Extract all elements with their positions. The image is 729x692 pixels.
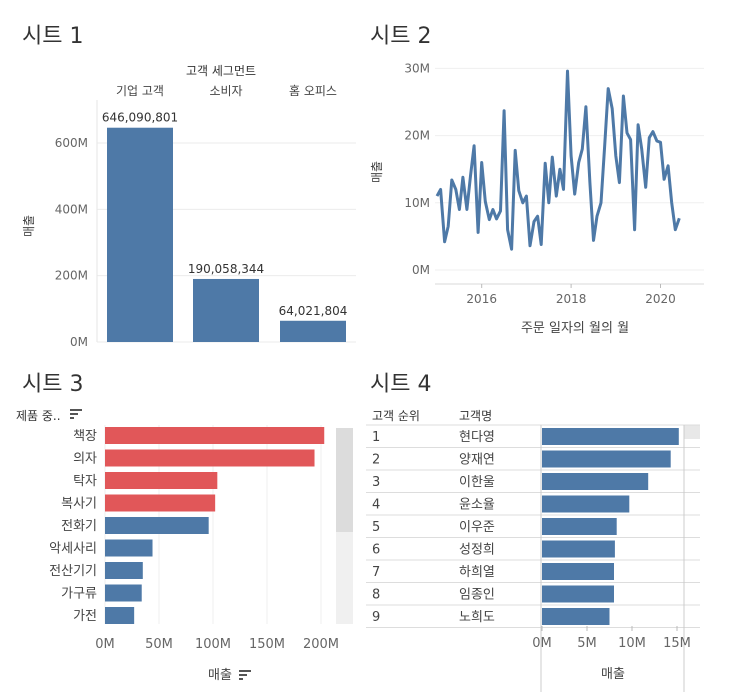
- x-tick-label: 2020: [645, 292, 676, 306]
- bar: [105, 562, 143, 579]
- scrollbar[interactable]: [336, 428, 353, 624]
- bar: [542, 518, 617, 535]
- name-cell: 이우준: [459, 520, 495, 535]
- rank-cell: 4: [372, 498, 380, 513]
- x-axis-label: 주문 일자의 월의 월: [521, 321, 629, 336]
- bar: [105, 472, 218, 489]
- bar: [105, 607, 135, 624]
- category-label: 책장: [73, 429, 97, 444]
- y-tick-label: 30M: [404, 61, 430, 75]
- category-label: 악세사리: [49, 542, 97, 557]
- rank-cell: 1: [372, 430, 380, 445]
- sheet-1-title: 시트 1: [22, 24, 84, 49]
- bar: [193, 278, 259, 342]
- sheet-2-title: 시트 2: [370, 24, 432, 49]
- bar: [105, 427, 325, 444]
- x-tick-label: 2016: [466, 292, 497, 306]
- name-cell: 현다영: [459, 430, 495, 445]
- y-axis-label: 매출: [22, 215, 36, 237]
- y-tick-label: 10M: [404, 196, 430, 210]
- sheet-3-title: 시트 3: [22, 372, 84, 397]
- category-label: 가구류: [61, 587, 97, 602]
- scrollbar-thumb[interactable]: [336, 428, 353, 532]
- x-tick-label: 50M: [145, 637, 173, 652]
- bar: [105, 517, 209, 534]
- rank-cell: 3: [372, 475, 380, 490]
- bar: [107, 127, 173, 342]
- bar: [542, 495, 630, 513]
- segment-header: 고객 세그먼트: [186, 64, 257, 78]
- category-label: 의자: [73, 452, 97, 467]
- x-tick-label: 10M: [618, 636, 646, 651]
- bar: [542, 450, 671, 468]
- rank-column-header: 고객 순위: [372, 409, 420, 423]
- name-cell: 임종인: [459, 588, 495, 603]
- x-tick-label: 5M: [577, 636, 597, 651]
- bar: [542, 585, 614, 603]
- x-tick-label: 100M: [195, 637, 231, 652]
- x-tick-label: 150M: [249, 637, 285, 652]
- rank-cell: 7: [372, 565, 380, 580]
- scroll-indicator: [684, 425, 700, 439]
- x-tick-label: 0M: [532, 636, 552, 651]
- name-cell: 양재연: [459, 453, 495, 468]
- rank-cell: 6: [372, 543, 380, 558]
- bar: [542, 540, 615, 558]
- bar: [280, 320, 346, 342]
- data-label: 190,058,344: [188, 262, 264, 276]
- x-axis-label: 매출: [208, 668, 232, 683]
- bar: [542, 608, 610, 625]
- y-tick-label: 400M: [55, 202, 88, 216]
- category-label: 전산기기: [49, 564, 97, 579]
- category-label: 복사기: [61, 497, 97, 512]
- bar: [542, 473, 649, 490]
- name-cell: 하희열: [459, 565, 495, 580]
- sales-line: [435, 69, 681, 251]
- category-label: 전화기: [61, 519, 97, 534]
- y-tick-label: 600M: [55, 136, 88, 150]
- y-tick-label: 20M: [404, 129, 430, 143]
- bar: [105, 539, 153, 557]
- bar: [105, 494, 216, 512]
- name-cell: 이한울: [459, 475, 495, 490]
- name-cell: 윤소율: [459, 498, 495, 513]
- y-tick-label: 0M: [412, 263, 430, 277]
- sheet-4-title: 시트 4: [370, 372, 432, 397]
- data-label: 64,021,804: [279, 304, 348, 318]
- rank-cell: 9: [372, 610, 380, 625]
- sort-icon[interactable]: [70, 409, 82, 419]
- sort-icon[interactable]: [239, 670, 251, 680]
- name-column-header: 고객명: [459, 409, 493, 423]
- x-tick-label: 0M: [95, 637, 115, 652]
- x-tick-label: 15M: [663, 636, 691, 651]
- y-tick-label: 0M: [70, 335, 88, 349]
- y-axis-label: 매출: [370, 161, 384, 183]
- x-axis-label: 매출: [601, 667, 625, 682]
- category-label: 기업 고객: [116, 84, 164, 98]
- data-label: 646,090,801: [102, 111, 178, 125]
- product-header[interactable]: 제품 중..: [16, 409, 61, 423]
- name-cell: 성정희: [459, 543, 495, 558]
- category-label: 가전: [73, 609, 97, 624]
- bar: [105, 584, 142, 602]
- category-label: 홈 오피스: [289, 84, 337, 98]
- bar: [542, 428, 679, 445]
- name-cell: 노희도: [459, 610, 495, 625]
- category-label: 탁자: [73, 474, 97, 489]
- x-tick-label: 2018: [556, 292, 587, 306]
- rank-cell: 2: [372, 453, 380, 468]
- bar: [542, 563, 614, 580]
- category-label: 소비자: [209, 84, 242, 98]
- y-tick-label: 200M: [55, 269, 88, 283]
- x-tick-label: 200M: [303, 637, 339, 652]
- rank-cell: 8: [372, 588, 380, 603]
- bar: [105, 449, 315, 467]
- rank-cell: 5: [372, 520, 380, 535]
